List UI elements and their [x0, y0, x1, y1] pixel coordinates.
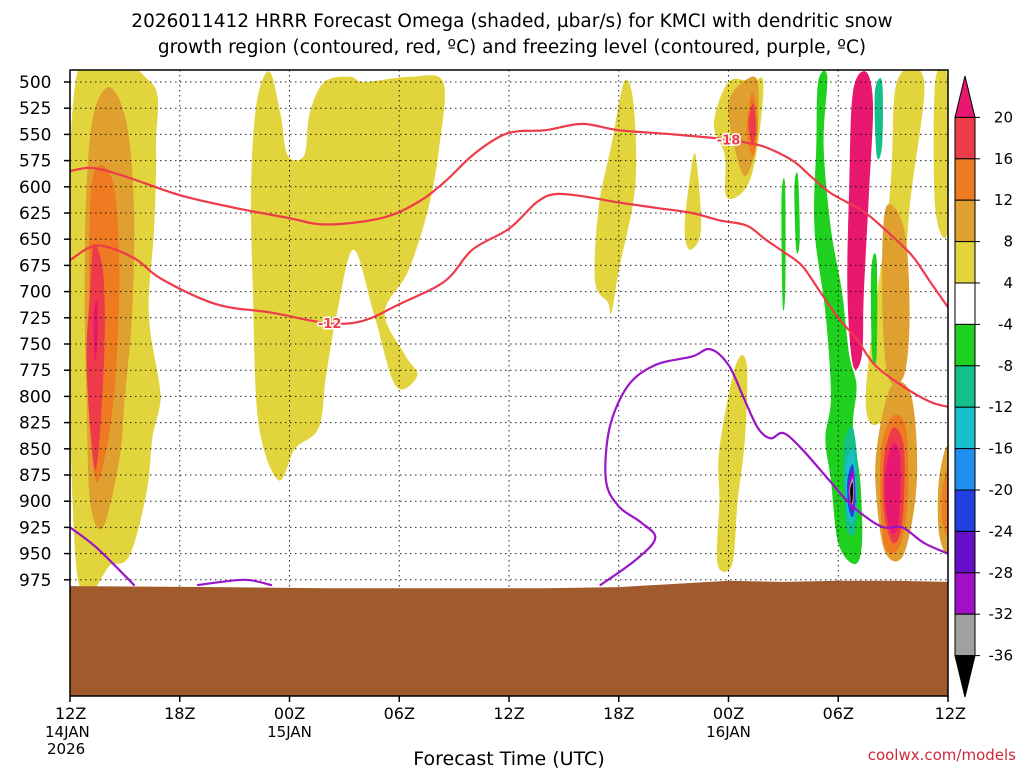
x-date-label-12: 15JAN: [267, 723, 312, 741]
gridlines: [70, 70, 948, 696]
chart-title-line2: growth region (contoured, red, ºC) and f…: [158, 37, 866, 58]
colorbar-segment-13: [954, 613, 976, 657]
y-tick-label-550: 550: [19, 125, 51, 145]
y-tick-label-925: 925: [19, 518, 51, 538]
colorbar-label-0: 20: [994, 108, 1013, 126]
colorbar-label-10: -24: [989, 522, 1014, 540]
colorbar-segment-6: [954, 323, 976, 367]
omega-region-neg4-26: [870, 253, 878, 366]
colorbar-segment-1: [954, 116, 976, 160]
omega-region-neg4-24: [794, 172, 800, 254]
x-tick-label-12: 00Z: [274, 704, 305, 723]
colorbar-label-11: -28: [989, 564, 1014, 582]
omega-region-4-5: [716, 355, 748, 572]
y-tick-label-625: 625: [19, 204, 51, 224]
y-tick-label-775: 775: [19, 361, 51, 381]
x-axis-label: Forecast Time (UTC): [413, 748, 604, 768]
colorbar-label-2: 12: [994, 191, 1013, 209]
contour-freezing-right: [599, 347, 948, 587]
x-date-label-0: 14JAN: [45, 723, 90, 741]
contour-dgz-lower: [70, 192, 948, 408]
y-tick-label-975: 975: [19, 571, 51, 591]
x-tick-label-24: 12Z: [493, 704, 524, 723]
colorbar-label-6: -8: [998, 357, 1013, 375]
omega-region-neg36-33: [850, 482, 853, 504]
y-tick-label-800: 800: [19, 387, 51, 407]
x-date-label-36: 16JAN: [706, 723, 751, 741]
y-tick-label-525: 525: [19, 99, 51, 119]
colorbar-segment-12: [954, 572, 976, 615]
y-tick-label-900: 900: [19, 492, 51, 512]
colorbar-segment-2: [954, 158, 976, 201]
colorbar-segment-5: [954, 282, 976, 325]
contours: -18 -12: [70, 122, 948, 587]
colorbar-label-9: -20: [989, 481, 1014, 499]
colorbar: 20 16 12 8 4 -4 -8 -12 -16 -20 -24 -28 -32 -36: [954, 75, 1014, 698]
colorbar-segment-10: [954, 489, 976, 532]
colorbar-cap-bottom: [954, 655, 976, 698]
y-tick-label-650: 650: [19, 230, 51, 250]
colorbar-segment-9: [954, 448, 976, 491]
contour-dgz-upper: [70, 122, 948, 309]
colorbar-label-1: 16: [994, 150, 1013, 168]
contour-label-dgz-upper: -18: [717, 134, 741, 149]
colorbar-segment-7: [954, 365, 976, 408]
x-tick-label-30: 18Z: [603, 704, 634, 723]
colorbar-label-12: -32: [989, 605, 1014, 623]
y-tick-label-575: 575: [19, 152, 51, 172]
contour-label-dgz-lower: -12: [318, 317, 342, 332]
y-tick-label-950: 950: [19, 545, 51, 565]
y-tick-label-675: 675: [19, 256, 51, 276]
colorbar-segment-11: [954, 530, 976, 574]
y-tick-label-700: 700: [19, 283, 51, 303]
omega-region-20-22: [847, 71, 874, 370]
omega-region-12-16: [941, 468, 948, 536]
x-tick-label-6: 18Z: [164, 704, 195, 723]
x-tick-label-48: 12Z: [935, 704, 966, 723]
omega-region-neg8-28: [874, 78, 883, 160]
colorbar-label-8: -16: [989, 440, 1014, 458]
omega-region-4-7: [933, 70, 948, 239]
contour-freezing-left: [70, 526, 136, 587]
omega-region-20-20: [93, 300, 98, 362]
x-year-label-0: 2026: [47, 740, 85, 758]
x-tick-label-36: 00Z: [713, 704, 744, 723]
omega-region-20-21: [885, 443, 901, 534]
x-tick-label-18: 06Z: [384, 704, 415, 723]
y-tick-label-600: 600: [19, 178, 51, 198]
contour-freezing-mid: [196, 578, 273, 587]
omega-shading: [70, 70, 948, 596]
omega-region-neg4-25: [781, 178, 786, 311]
plot-area: -18 -12: [70, 70, 948, 696]
colorbar-label-13: -36: [989, 647, 1014, 665]
colorbar-segment-8: [954, 406, 976, 450]
credit-text: coolwx.com/models: [868, 746, 1016, 764]
x-tick-label-0: 12Z: [55, 704, 86, 723]
y-tick-label-750: 750: [19, 335, 51, 355]
colorbar-label-3: 8: [1003, 233, 1013, 251]
omega-region-4-1: [250, 71, 445, 481]
colorbar-segment-3: [954, 199, 976, 243]
chart-title-line1: 2026011412 HRRR Forecast Omega (shaded, …: [131, 11, 892, 32]
y-tick-label-825: 825: [19, 414, 51, 434]
colorbar-label-7: -12: [989, 398, 1014, 416]
y-axis: 500 525 550 575 600 625 650 675 700 725 750 775 800 8…: [19, 73, 70, 591]
y-tick-label-850: 850: [19, 440, 51, 460]
colorbar-label-5: -4: [998, 315, 1013, 333]
x-tick-label-42: 06Z: [823, 704, 854, 723]
omega-region-8-10: [882, 204, 910, 385]
y-tick-label-875: 875: [19, 466, 51, 486]
colorbar-label-4: 4: [1003, 274, 1013, 292]
colorbar-segment-4: [954, 241, 976, 284]
y-tick-label-500: 500: [19, 73, 51, 93]
y-tick-label-725: 725: [19, 309, 51, 329]
omega-region-4-3: [684, 153, 702, 250]
omega-region-4-2: [594, 79, 637, 315]
terrain-fill: [70, 580, 948, 696]
